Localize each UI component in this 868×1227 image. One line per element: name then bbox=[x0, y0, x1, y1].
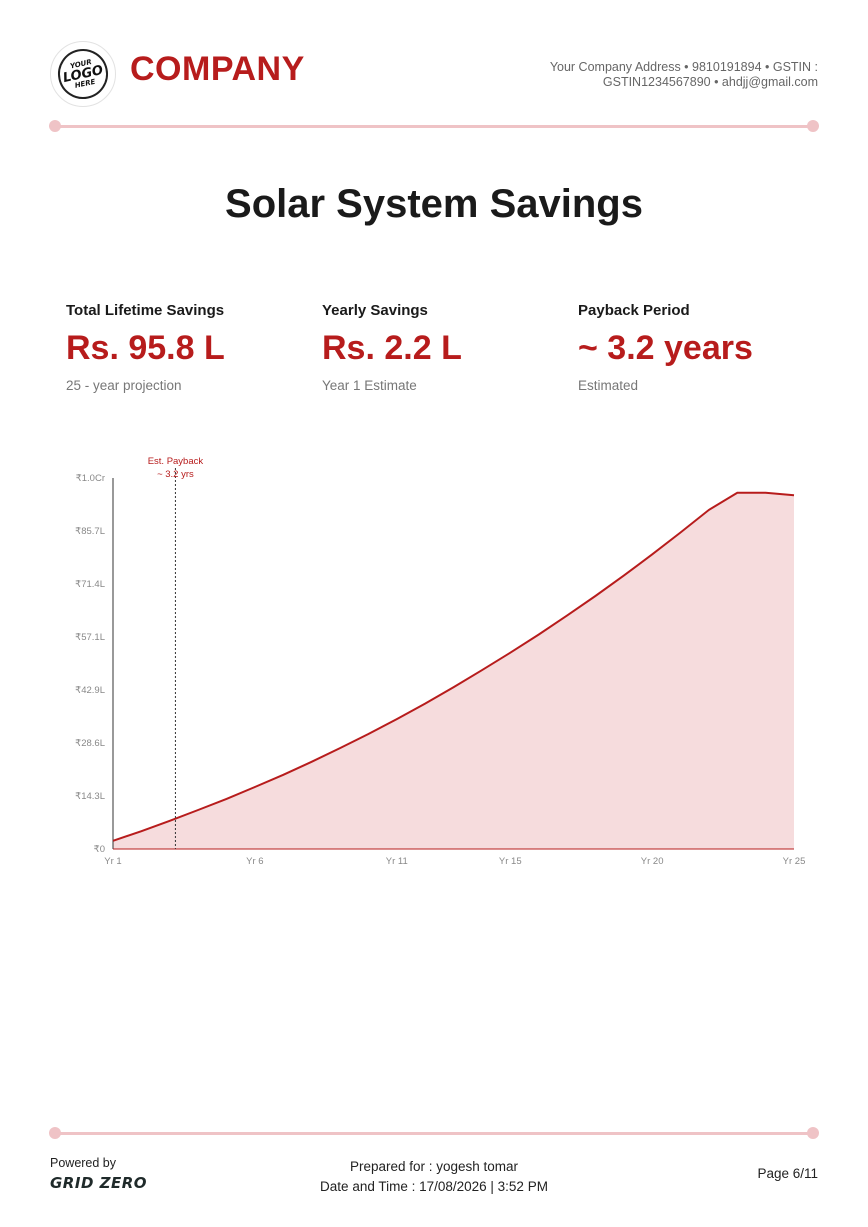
brand-logo: GRID ZERO bbox=[50, 1174, 148, 1192]
stat-value: Rs. 95.8 L bbox=[66, 329, 225, 367]
company-contact: Your Company Address • 9810191894 • GSTI… bbox=[458, 60, 818, 90]
company-logo: YOUR LOGO HERE bbox=[50, 41, 116, 107]
x-tick-label: Yr 15 bbox=[499, 856, 522, 867]
stat-label: Yearly Savings bbox=[322, 302, 428, 319]
y-tick-label: ₹42.9L bbox=[75, 685, 105, 696]
stat-label: Total Lifetime Savings bbox=[66, 302, 225, 319]
header-divider bbox=[49, 120, 819, 132]
y-tick-label: ₹1.0Cr bbox=[76, 473, 105, 484]
y-tick-label: ₹71.4L bbox=[75, 579, 105, 590]
payback-annotation-line1: Est. Payback bbox=[148, 456, 204, 467]
footer-powered-by: Powered by GRID ZERO bbox=[50, 1156, 147, 1192]
savings-area-fill bbox=[113, 492, 794, 849]
address-line2: GSTIN1234567890 • ahdjj@gmail.com bbox=[602, 75, 818, 89]
address-line1: Your Company Address • 9810191894 • GSTI… bbox=[549, 60, 818, 74]
y-tick-label: ₹85.7L bbox=[75, 526, 105, 537]
stat-lifetime-savings: Total Lifetime Savings Rs. 95.8 L 25 - y… bbox=[66, 302, 306, 393]
y-tick-label: ₹57.1L bbox=[75, 632, 105, 643]
stat-yearly-savings: Yearly Savings Rs. 2.2 L Year 1 Estimate bbox=[322, 302, 562, 393]
savings-line bbox=[112, 491, 795, 842]
y-tick-label: ₹28.6L bbox=[75, 738, 105, 749]
footer-divider bbox=[49, 1127, 819, 1139]
logo-badge: YOUR LOGO HERE bbox=[53, 44, 113, 104]
stat-label: Payback Period bbox=[578, 302, 690, 319]
company-name: COMPANY bbox=[130, 50, 305, 88]
x-tick-label: Yr 20 bbox=[641, 856, 664, 867]
x-tick-label: Yr 25 bbox=[783, 856, 806, 867]
stat-note: Year 1 Estimate bbox=[322, 378, 417, 393]
y-tick-label: ₹0 bbox=[94, 844, 105, 855]
stat-note: Estimated bbox=[578, 378, 639, 393]
x-tick-label: Yr 1 bbox=[104, 856, 121, 867]
footer-prepared-info: Prepared for : yogesh tomar Date and Tim… bbox=[234, 1157, 634, 1197]
stat-value: ~ 3.2 years bbox=[578, 329, 753, 367]
powered-by-label: Powered by bbox=[50, 1156, 117, 1170]
x-tick-label: Yr 6 bbox=[246, 856, 263, 867]
prepared-for: Prepared for : yogesh tomar bbox=[349, 1159, 519, 1174]
payback-annotation-line2: ~ 3.2 yrs bbox=[157, 469, 194, 480]
savings-area-chart: Est. Payback ~ 3.2 yrs ₹0 ₹14.3L ₹28.6L ₹42.9… bbox=[75, 456, 806, 867]
stat-value: Rs. 2.2 L bbox=[322, 329, 462, 367]
x-tick-label: Yr 11 bbox=[386, 856, 408, 867]
stat-note: 25 - year projection bbox=[66, 378, 182, 393]
stat-payback-period: Payback Period ~ 3.2 years Estimated bbox=[578, 302, 818, 393]
y-tick-label: ₹14.3L bbox=[75, 791, 105, 802]
page-number: Page 6/11 bbox=[757, 1166, 818, 1181]
date-time: Date and Time : 17/08/2026 | 3:52 PM bbox=[320, 1179, 548, 1194]
page-title: Solar System Savings bbox=[225, 182, 643, 226]
